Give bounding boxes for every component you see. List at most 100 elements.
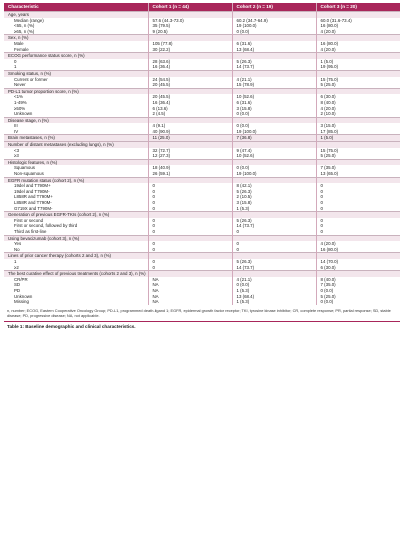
section-row: Brain metastases, n (%) 11 (25.0) 7 (36.8)… <box>4 134 400 142</box>
cohort-3-cell: 8 (40.0) <box>315 276 400 283</box>
cohort-3-cell: 4 (20.0) <box>315 46 400 53</box>
cohort-3-cell: 6 (30.0) <box>315 94 400 100</box>
cohort-2-cell: 1 (5.3) <box>231 299 316 305</box>
cohort-3-cell: 13 (65.0) <box>315 171 400 178</box>
cohort-3-cell: 2 (10.0) <box>315 111 400 118</box>
cohort-2-cell: 0 (0.0) <box>231 28 316 35</box>
cohort-3-cell: 15 (75.0) <box>315 76 400 83</box>
cohort-2-cell: 6 (31.6) <box>231 99 316 106</box>
cohort-3-cell: 7 (35.0) <box>315 282 400 288</box>
characteristic-cell: Using bevacizumab (cohort 3), n (%) <box>4 234 148 242</box>
cohort-2-cell: 19 (100.0) <box>231 23 316 29</box>
characteristic-cell: PD-L1 tumor proportion score, n (%) <box>4 87 148 95</box>
table-row: <65, n (%) 35 (79.5) 19 (100.0) 16 (80.0) <box>4 23 400 29</box>
cohort-1-cell: 0 <box>147 246 232 253</box>
characteristic-cell: First or second, followed by third <box>14 223 78 229</box>
cohort-3-cell: 0 <box>315 205 400 212</box>
characteristic-cell: <3 <box>14 147 20 153</box>
cohort-2-cell <box>231 158 316 166</box>
characteristic-cell: Histologic features, n (%) <box>4 158 148 166</box>
cohort-3-cell <box>315 252 400 259</box>
cohort-1-cell <box>147 141 232 148</box>
cohort-3-cell: 14 (70.0) <box>315 258 400 265</box>
cohort-3-cell: 1 (5.0) <box>315 134 400 142</box>
cohort-3-cell: 60.0 (31.6-73.4) <box>315 17 400 24</box>
cohort-2-cell: 0 <box>231 241 316 247</box>
table-row: Third as first-line 0 0 0 <box>4 228 400 236</box>
cohort-1-cell <box>147 116 232 124</box>
cohort-3-cell: 17 (85.0) <box>315 128 400 135</box>
cohort-2-cell: 19 (100.0) <box>231 128 316 135</box>
section-row: Lines of prior cancer therapy (cohorts 2… <box>4 252 400 259</box>
cohort-3-cell <box>315 34 400 41</box>
cohort-1-cell: 20 (45.5) <box>147 82 232 89</box>
cohort-1-cell: 0 <box>147 223 232 229</box>
cohort-2-cell: 14 (73.7) <box>231 64 316 71</box>
header-cohort-2: Cohort 2 (n = 19) <box>231 3 316 12</box>
cohort-2-cell <box>231 211 316 218</box>
table-row: L858R and T790M- 0 3 (15.8) 0 <box>4 200 400 206</box>
cohort-1-cell: 28 (63.6) <box>147 58 232 65</box>
cohort-2-cell: 0 <box>231 228 316 236</box>
cohort-2-cell: 9 (47.4) <box>231 147 316 154</box>
cohort-1-cell <box>147 87 232 95</box>
table-row: Female 30 (22.2) 13 (68.4) 4 (20.0) <box>4 46 400 53</box>
table-row: Current or former 24 (54.5) 4 (21.1) 15 (75… <box>4 76 400 83</box>
cohort-3-cell <box>315 211 400 218</box>
cohort-1-cell <box>147 270 232 277</box>
table-row: <3 32 (72.7) 9 (47.4) 15 (75.0) <box>4 147 400 154</box>
cohort-3-cell: 8 (40.0) <box>315 99 400 106</box>
cohort-1-cell: 26 (59.1) <box>147 171 232 178</box>
cohort-1-cell: 0 <box>147 200 232 206</box>
characteristic-cell: No <box>14 246 20 252</box>
cohort-2-cell: 19 (100.0) <box>231 171 316 178</box>
characteristic-cell: 0 <box>14 58 17 64</box>
cohort-2-cell: 5 (26.3) <box>231 188 316 195</box>
cohort-1-cell: NA <box>147 287 232 294</box>
cohort-3-cell: 16 (80.0) <box>315 40 400 47</box>
table-row: 0 28 (63.6) 5 (26.3) 1 (5.0) <box>4 58 400 65</box>
cohort-1-cell: 4 (9.1) <box>147 123 232 129</box>
cohort-2-cell: 2 (10.5) <box>231 194 316 200</box>
cohort-3-cell: 7 (35.0) <box>315 165 400 172</box>
table-row: PD NA 1 (5.3) 0 (0.0) <box>4 287 400 294</box>
cohort-1-cell: 0 <box>147 194 232 200</box>
table-row: 19del and T790M- 0 5 (26.3) 0 <box>4 188 400 195</box>
cohort-3-cell: 4 (20.0) <box>315 28 400 35</box>
table-row: ≥65, n (%) 9 (20.5) 0 (0.0) 4 (20.0) <box>4 28 400 35</box>
cohort-1-cell: 0 <box>147 264 232 271</box>
cohort-2-cell: 13 (68.4) <box>231 46 316 53</box>
section-row: Histologic features, n (%) <box>4 158 400 166</box>
cohort-1-cell <box>147 211 232 218</box>
cohort-3-cell <box>315 158 400 166</box>
baseline-characteristics-table: Characteristic Cohort 1 (n = 44) Cohort … <box>4 3 400 305</box>
cohort-2-cell: 0 <box>231 246 316 253</box>
cohort-1-cell: NA <box>147 282 232 288</box>
cohort-1-cell: 18 (40.9) <box>147 165 232 172</box>
table-row: No 0 0 16 (80.0) <box>4 246 400 253</box>
characteristic-cell: Yes <box>14 241 22 247</box>
characteristic-cell: Disease stage, n (%) <box>4 116 148 124</box>
table-row: ≥50% 6 (13.6) 3 (15.8) 4 (20.0) <box>4 105 400 112</box>
cohort-1-cell: 30 (22.2) <box>147 46 232 53</box>
characteristic-cell: CR/PR <box>14 276 28 282</box>
cohort-1-cell: 0 <box>147 205 232 212</box>
characteristic-cell: ECOG performance status score, n (%) <box>4 52 148 59</box>
section-row: The best curative effect of previous tre… <box>4 270 400 277</box>
header-row: Characteristic Cohort 1 (n = 44) Cohort … <box>4 3 400 12</box>
cohort-3-cell: 16 (80.0) <box>315 23 400 29</box>
section-row: Disease stage, n (%) <box>4 116 400 124</box>
cohort-3-cell: 19 (95.0) <box>315 64 400 71</box>
cohort-3-cell: 15 (75.0) <box>315 147 400 154</box>
characteristic-cell: Non-squamous <box>14 171 44 177</box>
cohort-3-cell <box>315 116 400 124</box>
cohort-3-cell: 0 <box>315 194 400 200</box>
table-row: <1% 20 (45.5) 10 (52.6) 6 (30.0) <box>4 94 400 100</box>
cohort-3-cell <box>315 176 400 184</box>
cohort-1-cell: 24 (54.5) <box>147 76 232 83</box>
cohort-1-cell: 0 <box>147 258 232 265</box>
cohort-1-cell: 0 <box>147 228 232 236</box>
characteristic-cell: The best curative effect of previous tre… <box>4 270 148 277</box>
cohort-2-cell: 1 (5.3) <box>231 287 316 294</box>
